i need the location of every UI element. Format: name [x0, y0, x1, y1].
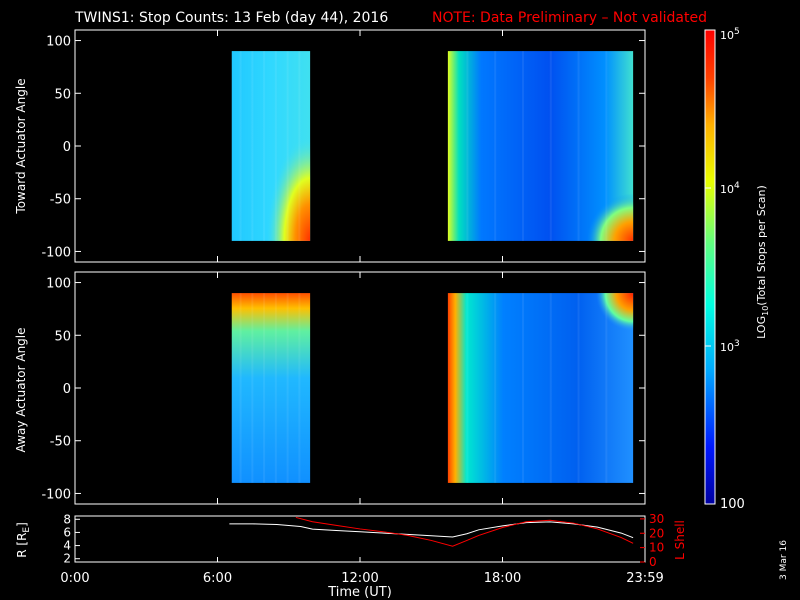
xtick-label: 12:00: [341, 571, 378, 586]
heatmap-hotspot-toward-1: [231, 51, 311, 241]
heatmap-streak: [466, 293, 469, 483]
heatmap-streak: [263, 51, 266, 241]
heatmap-streak: [263, 293, 266, 483]
colorbar-label: LOG10(Total Stops per Scan): [755, 185, 770, 339]
heatmap-blocks-away: [231, 293, 634, 483]
ytick-label-radius: 4: [63, 539, 71, 553]
ytick-label-toward: 0: [63, 140, 71, 155]
heatmap-streak: [577, 293, 580, 483]
xtick-label: 6:00: [203, 571, 232, 586]
heatmap-streak: [466, 51, 469, 241]
chart-title: TWINS1: Stop Counts: 13 Feb (day 44), 20…: [74, 10, 388, 26]
heatmap-blocks-toward: [231, 51, 634, 241]
radius-line: [229, 521, 634, 539]
heatmap-streak: [239, 293, 242, 483]
xtick-label: 18:00: [484, 571, 521, 586]
heatmap-streak: [298, 51, 301, 241]
heatmap-streak: [286, 293, 289, 483]
ylabel-away: Away Actuator Angle: [14, 327, 28, 452]
y-axis-toward: -100 -50 0 50 100: [41, 30, 646, 262]
panel-away: -100 -50 0 50 100 Away Actuator Angle: [14, 271, 646, 505]
xtick-label: 23:59: [626, 571, 663, 586]
colorbar-tick-label: 103: [720, 339, 740, 354]
heatmap-streak: [549, 51, 552, 241]
heatmap-streak: [494, 293, 497, 483]
preliminary-note: NOTE: Data Preliminary – Not validated: [432, 10, 707, 26]
ytick-label-away: 50: [54, 329, 71, 344]
ytick-label-toward: 100: [46, 35, 71, 50]
ytick-label-lshell: 30: [649, 512, 664, 526]
colorbar-gradient: [704, 29, 716, 505]
ytick-label-toward: -50: [50, 193, 71, 208]
heatmap-streak: [549, 293, 552, 483]
ytick-label-toward: -100: [41, 245, 71, 260]
xtick-label: 0:00: [60, 571, 89, 586]
heatmap-block-away-1: [231, 293, 311, 483]
heatmap-streak: [298, 293, 301, 483]
orbit-lines: [229, 516, 634, 547]
heatmap-streak: [274, 293, 277, 483]
heatmap-hotspot-away-2: [447, 293, 634, 483]
colorbar-tick-label: 100: [720, 497, 745, 512]
heatmap-streak: [274, 51, 277, 241]
xlabel-time: Time (UT): [327, 585, 392, 600]
heatmap-streak: [251, 51, 254, 241]
y-axis-away: -100 -50 0 50 100: [41, 272, 646, 504]
lshell-line: [295, 516, 634, 547]
heatmap-streak: [251, 293, 254, 483]
heatmap-streak: [605, 293, 608, 483]
ytick-label-lshell: 10: [649, 541, 664, 555]
ytick-label-radius: 8: [63, 512, 71, 526]
ytick-label-lshell: 20: [649, 526, 664, 540]
heatmap-streak: [577, 51, 580, 241]
ytick-label-lshell: 0: [649, 555, 657, 569]
ytick-label-away: 0: [63, 382, 71, 397]
panel-toward: -100 -50 0 50 100 Toward Actuator Angle: [14, 29, 646, 263]
ylabel-radius: R [RE]: [15, 522, 32, 558]
heatmap-streak: [521, 293, 524, 483]
date-stamp: 3 Mar 16: [779, 540, 789, 580]
ylabel-toward: Toward Actuator Angle: [14, 78, 28, 214]
ylabel-lshell: L Shell: [673, 520, 687, 560]
heatmap-streak: [521, 51, 524, 241]
colorbar-tick-label: 104: [720, 181, 740, 196]
ytick-label-away: -50: [50, 435, 71, 450]
heatmap-streak: [605, 51, 608, 241]
colorbar-tick-label: 105: [720, 27, 740, 42]
colorbar: 105 104 103 100 LOG10(Total Stops per Scan): [704, 27, 770, 512]
ytick-label-radius: 6: [63, 525, 71, 539]
heatmap-streak: [239, 51, 242, 241]
ytick-label-toward: 50: [54, 87, 71, 102]
ytick-label-away: -100: [41, 487, 71, 502]
heatmap-hotspot-toward-2: [447, 51, 634, 241]
heatmap-streak: [494, 51, 497, 241]
ytick-label-away: 100: [46, 277, 71, 292]
ytick-label-radius: 2: [63, 552, 71, 566]
heatmap-streak: [286, 51, 289, 241]
